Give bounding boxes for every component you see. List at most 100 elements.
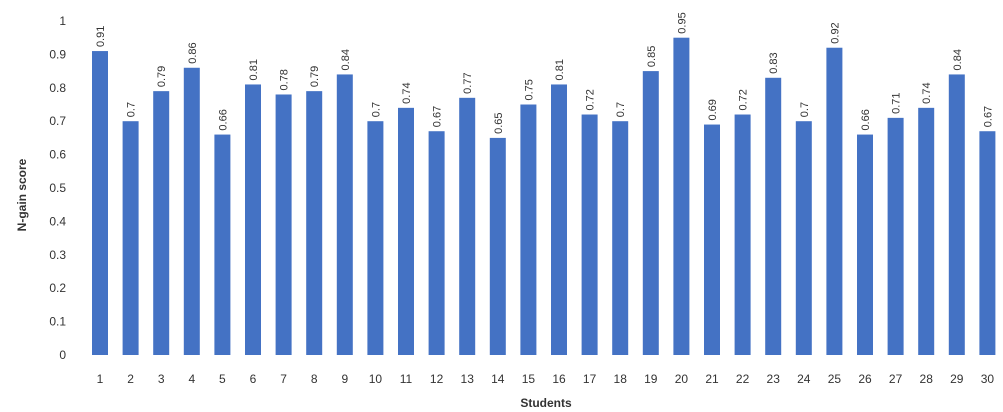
data-label: 0.7: [370, 102, 382, 117]
data-label: 0.83: [768, 52, 780, 73]
data-label: 0.81: [554, 59, 566, 80]
data-label: 0.72: [585, 89, 597, 110]
x-tick-label: 17: [583, 372, 597, 386]
data-label: 0.91: [95, 26, 107, 47]
bar-student-23: [765, 77, 782, 355]
data-label: 0.7: [126, 102, 138, 117]
data-labels: 0.91 0.7 0.79 0.86 0.66 0.81 0.78 0.79 0.84 0.7 0.…: [95, 12, 994, 134]
x-tick-label: 5: [219, 372, 226, 386]
x-tick-label: 10: [369, 372, 383, 386]
bar-student-15: [520, 104, 537, 355]
x-tick-labels: 1 2 3 4 5 6 7 8 9 10 11 12 13 14 15 16 17 18 19 20 21 22 23 24 2…: [97, 372, 995, 386]
bar-student-4: [183, 67, 200, 355]
bar-student-22: [734, 114, 751, 356]
data-label: 0.75: [523, 79, 535, 100]
x-tick-label: 18: [614, 372, 628, 386]
x-tick-label: 12: [430, 372, 444, 386]
x-tick-label: 8: [311, 372, 318, 386]
data-label: 0.85: [646, 46, 658, 67]
bar-student-11: [398, 107, 414, 355]
y-tick-label: 0: [59, 348, 66, 362]
x-tick-label: 13: [461, 372, 475, 386]
data-label: 0.95: [676, 12, 688, 33]
bar-student-20: [673, 37, 690, 355]
data-label: 0.66: [217, 109, 229, 130]
x-tick-label: 29: [950, 372, 964, 386]
y-tick-label: 1: [59, 14, 66, 28]
x-tick-label: 23: [767, 372, 781, 386]
x-tick-label: 30: [981, 372, 995, 386]
y-tick-labels: 0 0.1 0.2 0.3 0.4 0.5 0.6 0.7 0.8 0.9 1: [49, 14, 66, 362]
bar-student-25: [826, 47, 843, 355]
bar-student-26: [857, 134, 873, 355]
data-label: 0.84: [952, 49, 964, 70]
bar-student-1: [92, 51, 108, 356]
x-tick-label: 14: [491, 372, 505, 386]
y-axis-title: N-gain score: [15, 158, 29, 231]
data-label: 0.67: [432, 106, 444, 127]
data-label: 0.7: [799, 102, 811, 117]
y-tick-label: 0.7: [49, 114, 66, 128]
bar-student-9: [336, 74, 353, 355]
y-tick-label: 0.6: [49, 148, 66, 162]
data-label: 0.71: [891, 92, 903, 113]
bar-student-24: [795, 121, 812, 355]
bar-student-12: [428, 131, 445, 355]
data-label: 0.7: [615, 102, 627, 117]
x-tick-label: 6: [250, 372, 257, 386]
bar-student-7: [275, 94, 292, 355]
x-tick-label: 9: [341, 372, 348, 386]
data-label: 0.81: [248, 59, 260, 80]
x-axis-title: Students: [520, 396, 572, 410]
data-label: 0.79: [156, 66, 168, 87]
x-tick-label: 27: [889, 372, 903, 386]
data-label: 0.78: [279, 69, 291, 90]
x-tick-label: 28: [920, 372, 934, 386]
y-tick-label: 0.8: [49, 81, 66, 95]
x-tick-label: 15: [522, 372, 536, 386]
x-tick-label: 24: [797, 372, 811, 386]
y-tick-label: 0.5: [49, 181, 66, 195]
y-tick-label: 0.4: [49, 214, 66, 228]
x-tick-label: 19: [644, 372, 658, 386]
bar-student-3: [153, 91, 170, 355]
data-label: 0.67: [982, 106, 994, 127]
bar-student-6: [245, 84, 261, 356]
bars: [92, 37, 996, 356]
x-tick-label: 25: [828, 372, 842, 386]
y-tick-label: 0.9: [49, 47, 66, 61]
bar-student-29: [948, 74, 965, 355]
data-label: 0.74: [921, 82, 933, 103]
x-tick-label: 7: [280, 372, 287, 386]
x-tick-label: 26: [858, 372, 872, 386]
bar-student-16: [551, 84, 567, 356]
bar-student-14: [489, 137, 506, 355]
data-label: 0.66: [860, 109, 872, 130]
x-tick-label: 20: [675, 372, 689, 386]
bar-student-27: [887, 117, 904, 355]
bar-student-2: [122, 121, 139, 355]
data-label: 0.92: [829, 22, 841, 43]
bar-student-19: [642, 71, 659, 355]
data-label: 0.79: [309, 66, 321, 87]
x-tick-label: 22: [736, 372, 750, 386]
data-label: 0.69: [707, 99, 719, 120]
bar-student-5: [214, 134, 231, 355]
bar-student-21: [704, 124, 720, 355]
x-tick-label: 4: [188, 372, 195, 386]
data-label: 0.84: [340, 49, 352, 70]
x-tick-label: 16: [552, 372, 566, 386]
data-label: 0.65: [493, 112, 505, 133]
bar-student-10: [367, 121, 384, 355]
y-tick-label: 0.2: [49, 281, 66, 295]
x-tick-label: 11: [400, 372, 413, 386]
bar-student-28: [918, 107, 935, 355]
bar-student-30: [979, 131, 996, 355]
data-label: 0.77: [462, 72, 474, 93]
data-label: 0.72: [738, 89, 750, 110]
x-tick-label: 2: [127, 372, 134, 386]
y-tick-label: 0.1: [49, 315, 66, 329]
x-tick-label: 3: [158, 372, 165, 386]
data-label: 0.86: [187, 42, 199, 63]
